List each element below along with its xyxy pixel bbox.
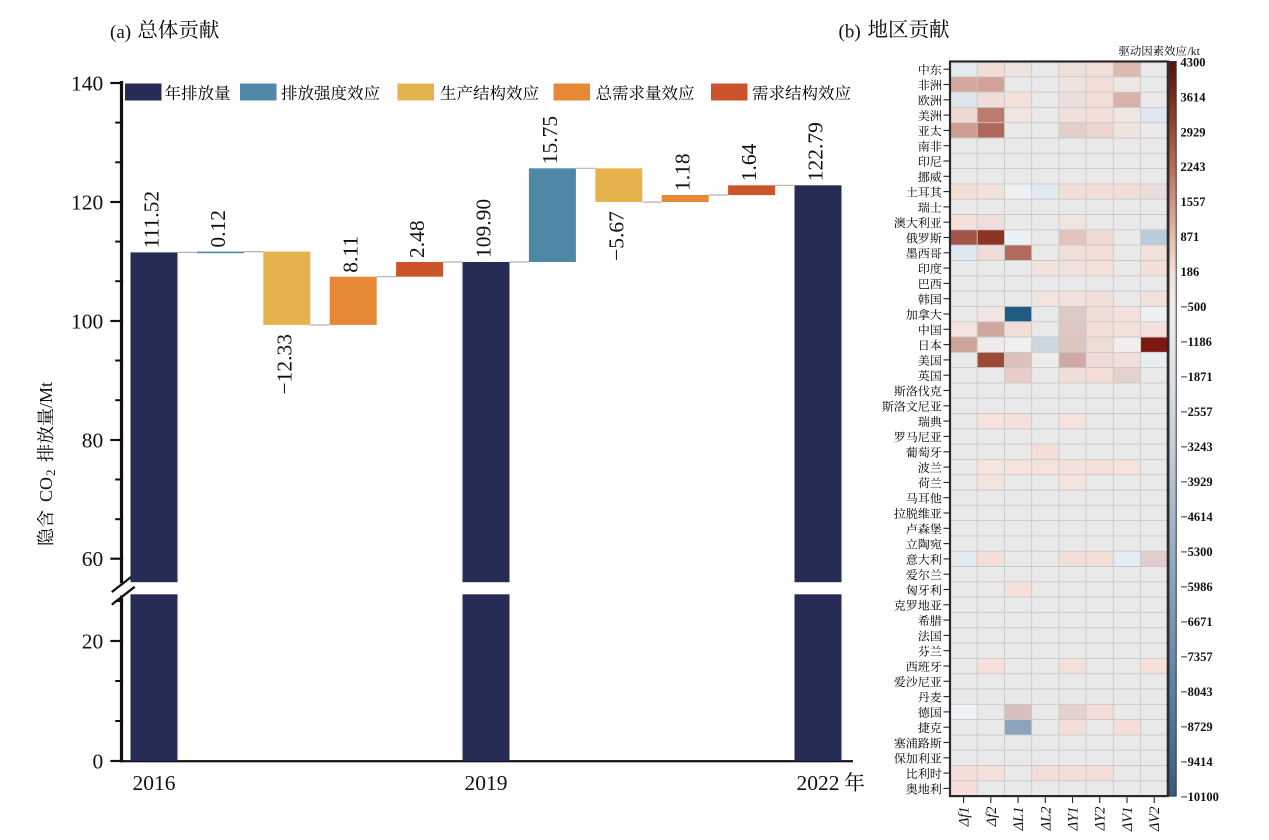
svg-text:−7357: −7357 bbox=[1181, 650, 1213, 664]
svg-text:2929: 2929 bbox=[1181, 125, 1206, 139]
svg-text:111.52: 111.52 bbox=[140, 191, 164, 249]
svg-text:2243: 2243 bbox=[1181, 160, 1206, 174]
svg-text:ΔV2: ΔV2 bbox=[1147, 807, 1163, 833]
svg-text:1.64: 1.64 bbox=[737, 143, 761, 181]
svg-text:2019: 2019 bbox=[465, 771, 508, 795]
svg-text:−5986: −5986 bbox=[1181, 580, 1213, 594]
svg-text:−8043: −8043 bbox=[1181, 685, 1213, 699]
svg-text:871: 871 bbox=[1181, 230, 1200, 244]
svg-text:Δf1: Δf1 bbox=[957, 807, 973, 828]
svg-text:−3243: −3243 bbox=[1181, 440, 1213, 454]
svg-text:60: 60 bbox=[82, 547, 104, 571]
svg-text:0.12: 0.12 bbox=[206, 210, 230, 248]
svg-text:100: 100 bbox=[71, 309, 103, 333]
svg-text:(a): (a) bbox=[110, 22, 131, 43]
svg-text:1557: 1557 bbox=[1181, 195, 1206, 209]
svg-text:8.11: 8.11 bbox=[339, 236, 363, 273]
svg-text:ΔY1: ΔY1 bbox=[1066, 807, 1082, 832]
svg-text:15.75: 15.75 bbox=[538, 116, 562, 164]
svg-text:−10100: −10100 bbox=[1181, 790, 1219, 804]
svg-text:−1871: −1871 bbox=[1181, 370, 1213, 384]
svg-text:ΔL2: ΔL2 bbox=[1038, 807, 1054, 832]
svg-text:2022: 2022 bbox=[797, 771, 840, 795]
svg-text:−12.33: −12.33 bbox=[272, 334, 296, 395]
svg-text:140: 140 bbox=[71, 71, 103, 95]
svg-text:−5.67: −5.67 bbox=[604, 211, 628, 261]
svg-text:2.48: 2.48 bbox=[405, 220, 429, 258]
svg-text:20: 20 bbox=[82, 629, 104, 653]
svg-text:109.90: 109.90 bbox=[472, 199, 496, 258]
svg-text:(b): (b) bbox=[839, 22, 861, 43]
svg-text:−500: −500 bbox=[1181, 300, 1207, 314]
svg-text:−8729: −8729 bbox=[1181, 720, 1213, 734]
svg-text:−3929: −3929 bbox=[1181, 475, 1213, 489]
svg-text:/kt: /kt bbox=[1188, 44, 1201, 58]
svg-text:1.18: 1.18 bbox=[671, 153, 695, 191]
svg-text:Δf2: Δf2 bbox=[984, 807, 1000, 828]
svg-text:CO: CO bbox=[36, 477, 56, 502]
svg-text:122.79: 122.79 bbox=[804, 122, 828, 181]
svg-text:4300: 4300 bbox=[1181, 55, 1206, 69]
svg-text:2: 2 bbox=[43, 470, 58, 477]
svg-text:−4614: −4614 bbox=[1181, 510, 1214, 524]
svg-text:80: 80 bbox=[82, 428, 104, 452]
svg-text:3614: 3614 bbox=[1181, 90, 1207, 104]
svg-text:2016: 2016 bbox=[133, 771, 176, 795]
svg-text:ΔL1: ΔL1 bbox=[1011, 807, 1027, 832]
svg-text:−9414: −9414 bbox=[1181, 755, 1214, 769]
svg-text:−6671: −6671 bbox=[1181, 615, 1213, 629]
svg-text:186: 186 bbox=[1181, 265, 1200, 279]
svg-text:0: 0 bbox=[92, 749, 103, 773]
svg-text:ΔY2: ΔY2 bbox=[1093, 807, 1109, 832]
svg-text:/Mt: /Mt bbox=[36, 382, 56, 408]
svg-text:120: 120 bbox=[71, 190, 103, 214]
svg-text:−2557: −2557 bbox=[1181, 405, 1213, 419]
svg-text:−5300: −5300 bbox=[1181, 545, 1213, 559]
svg-text:−1186: −1186 bbox=[1181, 335, 1212, 349]
svg-text:ΔV1: ΔV1 bbox=[1120, 807, 1136, 833]
